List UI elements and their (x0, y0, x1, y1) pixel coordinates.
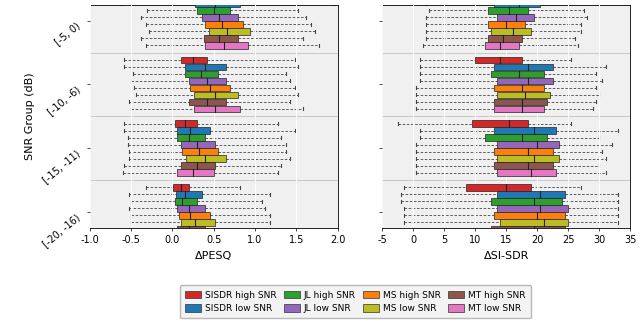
Bar (497, 78, 553, 84)
Bar (494, 0, 540, 6)
Bar (191, 85, 230, 91)
Bar (205, 21, 243, 27)
Bar (494, 85, 543, 91)
Bar (491, 28, 531, 35)
Bar (189, 99, 226, 105)
Bar (177, 127, 209, 134)
Bar (189, 78, 226, 84)
Bar (494, 212, 565, 219)
Bar (494, 99, 547, 105)
Bar (202, 14, 239, 21)
Bar (175, 191, 202, 198)
Y-axis label: SNR Group (dB): SNR Group (dB) (25, 72, 35, 160)
Bar (194, 106, 240, 112)
Bar (484, 42, 519, 49)
Bar (195, 0, 240, 6)
Bar (197, 7, 230, 14)
Bar (491, 226, 565, 233)
Bar (185, 71, 218, 77)
Bar (180, 219, 215, 226)
Bar (205, 42, 248, 49)
Bar (180, 57, 207, 63)
Bar (466, 184, 531, 191)
Legend: SISDR high SNR, SISDR low SNR, JL high SNR, JL low SNR, MS high SNR, MS low SNR,: SISDR high SNR, SISDR low SNR, JL high S… (180, 285, 531, 318)
Bar (497, 205, 568, 212)
Bar (494, 148, 553, 155)
Bar (173, 233, 201, 240)
Bar (488, 21, 525, 27)
Bar (494, 106, 543, 112)
X-axis label: ΔSI-SDR: ΔSI-SDR (484, 251, 529, 261)
Bar (173, 184, 189, 191)
Bar (491, 71, 543, 77)
Bar (180, 141, 215, 148)
Bar (488, 7, 528, 14)
Bar (209, 28, 250, 35)
Bar (175, 198, 197, 205)
Bar (472, 120, 528, 127)
Bar (494, 162, 553, 169)
Bar (497, 92, 550, 98)
Bar (497, 155, 559, 162)
Bar (488, 35, 522, 42)
Bar (500, 219, 568, 226)
Bar (497, 141, 559, 148)
Bar (494, 127, 556, 134)
Bar (497, 169, 556, 176)
Bar (185, 64, 226, 70)
Bar (175, 120, 197, 127)
Bar (177, 205, 205, 212)
Bar (186, 155, 226, 162)
Bar (484, 134, 547, 141)
Bar (476, 57, 522, 63)
Bar (179, 212, 211, 219)
Bar (491, 198, 562, 205)
Bar (497, 14, 534, 21)
Bar (182, 148, 218, 155)
Bar (177, 134, 205, 141)
X-axis label: ΔPESQ: ΔPESQ (195, 251, 232, 261)
Bar (180, 162, 215, 169)
Bar (494, 233, 565, 240)
Bar (177, 169, 214, 176)
Bar (194, 92, 239, 98)
Bar (497, 191, 565, 198)
Bar (204, 35, 239, 42)
Bar (177, 226, 205, 233)
Bar (494, 64, 553, 70)
